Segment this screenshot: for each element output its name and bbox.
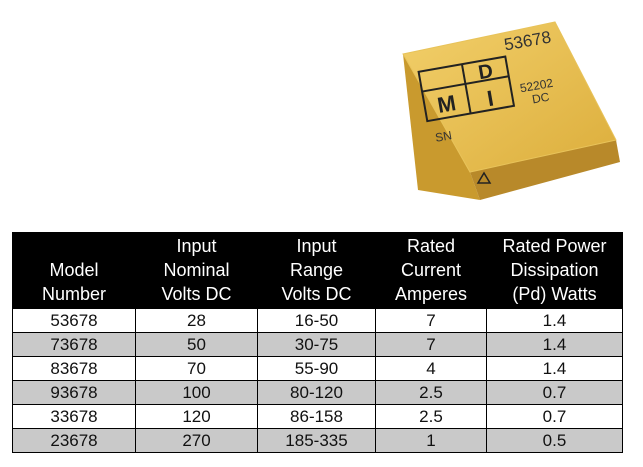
table-row: 23678 270 185-335 1 0.5 xyxy=(12,428,623,453)
lot-code: 52202 xyxy=(519,76,555,96)
table-cell: 73678 xyxy=(12,332,136,357)
table-row: 93678 100 80-120 2.5 0.7 xyxy=(12,380,623,405)
table-row: 33678 120 86-158 2.5 0.7 xyxy=(12,404,623,429)
table-cell: 30-75 xyxy=(257,332,376,357)
table-cell: 86-158 xyxy=(257,404,376,429)
logo-divider xyxy=(460,64,472,114)
logo-letter: D xyxy=(477,60,495,84)
table-cell: 7 xyxy=(375,332,487,357)
table-cell: 50 xyxy=(135,332,258,357)
table-cell: 0.7 xyxy=(486,404,623,429)
type-code: DC xyxy=(531,90,551,107)
spec-table: Model Number Input Nominal Volts DC Input Rang… xyxy=(12,232,623,453)
header-line: Volts DC xyxy=(281,284,352,304)
table-row: 83678 70 55-90 4 1.4 xyxy=(12,356,623,381)
table-cell: 2.5 xyxy=(375,380,487,405)
top-face xyxy=(402,21,617,173)
header-cell: Input Nominal Volts DC xyxy=(135,232,258,309)
header-line: (Pd) Watts xyxy=(512,284,597,304)
header-line: Model xyxy=(49,260,99,280)
table-row: 53678 28 16-50 7 1.4 xyxy=(12,308,623,333)
header-cell: Rated Power Dissipation (Pd) Watts xyxy=(486,232,623,309)
table-cell: 185-335 xyxy=(257,428,376,453)
product-photo: M D I 53678 52202 DC SN xyxy=(402,21,620,200)
header-row: Model Number Input Nominal Volts DC Input Rang… xyxy=(12,232,623,309)
table-cell: 100 xyxy=(135,380,258,405)
table-cell: 4 xyxy=(375,356,487,381)
header-line: Range xyxy=(289,260,344,280)
table-cell: 1.4 xyxy=(486,308,623,333)
table-cell: 80-120 xyxy=(257,380,376,405)
table-cell: 7 xyxy=(375,308,487,333)
table-cell: 0.5 xyxy=(486,428,623,453)
header-line: Current xyxy=(400,260,462,280)
header-line: Input xyxy=(296,236,337,256)
table-cell: 23678 xyxy=(12,428,136,453)
logo-letter: I xyxy=(485,85,495,111)
table-cell: 53678 xyxy=(12,308,136,333)
logo-letter: M xyxy=(435,90,457,118)
table-cell: 1 xyxy=(375,428,487,453)
header-line: Dissipation xyxy=(510,260,599,280)
table-cell: 0.7 xyxy=(486,380,623,405)
header-line: Rated xyxy=(406,236,456,256)
header-cell: Input Range Volts DC xyxy=(257,232,376,309)
table-cell: 1.4 xyxy=(486,356,623,381)
table-cell: 93678 xyxy=(12,380,136,405)
header-line: Number xyxy=(41,284,107,304)
header-cell: Model Number xyxy=(12,232,136,309)
table-cell: 120 xyxy=(135,404,258,429)
table-cell: 2.5 xyxy=(375,404,487,429)
header-line: Amperes xyxy=(394,284,468,304)
table-cell: 83678 xyxy=(12,356,136,381)
header-line: Volts DC xyxy=(161,284,232,304)
serial-label: SN xyxy=(434,128,453,145)
table-cell: 1.4 xyxy=(486,332,623,357)
markings: M D I 53678 52202 DC SN xyxy=(417,28,555,145)
table-cell: 33678 xyxy=(12,404,136,429)
table-cell: 28 xyxy=(135,308,258,333)
pin-marker xyxy=(476,171,492,184)
header-line: Input xyxy=(176,236,217,256)
table-cell: 270 xyxy=(135,428,258,453)
side-face xyxy=(470,140,620,200)
logo-divider xyxy=(421,75,509,93)
table-row: 73678 50 30-75 7 1.4 xyxy=(12,332,623,357)
header-line: Nominal xyxy=(163,260,230,280)
header-cell: Rated Current Amperes xyxy=(375,232,487,309)
table-cell: 70 xyxy=(135,356,258,381)
table-cell: 55-90 xyxy=(257,356,376,381)
table-cell: 16-50 xyxy=(257,308,376,333)
header-line: Rated Power xyxy=(502,236,607,256)
